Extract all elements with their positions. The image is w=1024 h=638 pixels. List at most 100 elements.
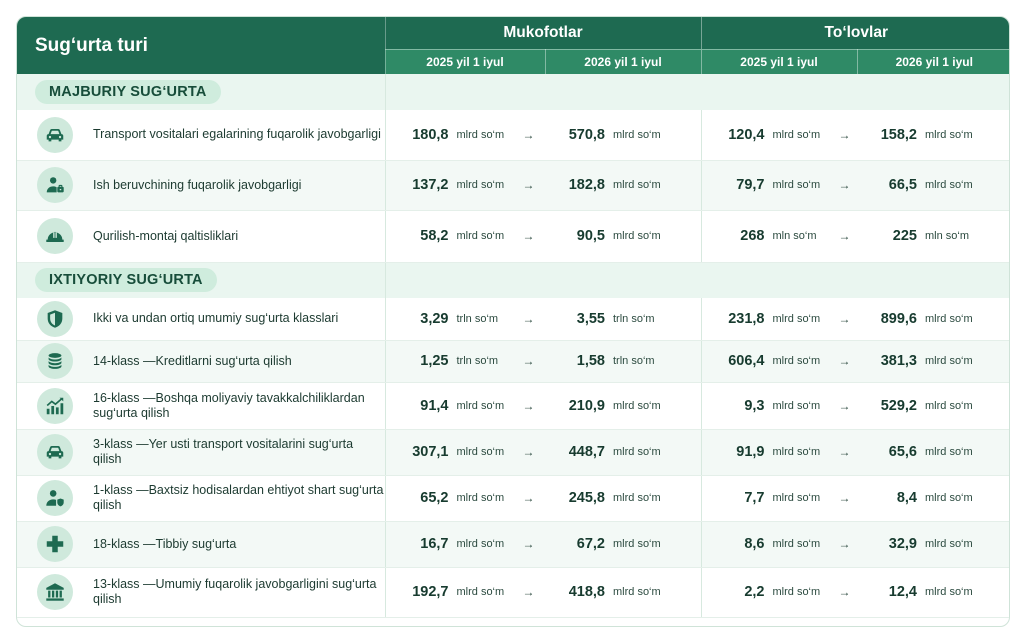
payment-2026-cell: 32,9 mlrd so‘m [857, 521, 1009, 568]
value-unit: mlrd so‘m [925, 446, 973, 458]
arrow-icon: → [838, 354, 851, 368]
table-row: 18-klass —Tibbiy sug‘urta 16,7 mlrd so‘m → 6… [17, 521, 1009, 568]
value-unit: mlrd so‘m [456, 128, 505, 141]
premium-2026-cell: 1,58 trln so‘m [545, 340, 701, 383]
insurance-type-name: Umumiy fuqarolik javobgarligini sug‘urta… [93, 577, 377, 606]
payment-2025-cell: 91,9 mlrd so‘m → [700, 429, 857, 476]
arrow-icon: → [522, 537, 535, 551]
value-number: 182,8 [568, 177, 605, 193]
medical-cross-icon [37, 526, 73, 562]
value-number: 245,8 [568, 490, 605, 506]
value-unit: mlrd so‘m [456, 399, 505, 412]
premium-2025-cell: 91,4 mlrd so‘m → [385, 382, 545, 430]
insurance-table-card: Sug‘urta turi Mukofotlar To‘lovlar 2025 … [16, 16, 1010, 627]
table-row: 14-klass —Kreditlarni sug‘urta qilish 1,2… [17, 340, 1009, 383]
value-number: 1,25 [420, 353, 449, 369]
payment-2026-cell: 529,2 mlrd so‘m [857, 382, 1009, 430]
value-unit: mlrd so‘m [613, 399, 661, 412]
value-unit: trln so‘m [613, 312, 655, 325]
table-row: 13-klass —Umumiy fuqarolik javobgarligin… [17, 567, 1009, 618]
value-unit: mlrd so‘m [772, 399, 821, 412]
payment-2025-cell: 120,4 mlrd so‘m → [700, 110, 857, 161]
value-unit: mlrd so‘m [456, 446, 505, 458]
value-number: 12,4 [888, 584, 917, 600]
premium-2026-cell: 67,2 mlrd so‘m [545, 521, 701, 568]
value-number: 307,1 [412, 444, 449, 460]
payment-2026-cell: 66,5 mlrd so‘m [857, 160, 1009, 211]
premium-2026-cell: 3,55 trln so‘m [545, 298, 701, 341]
growth-chart-icon [37, 387, 73, 424]
payment-2026-cell: 899,6 mlrd so‘m [857, 298, 1009, 341]
value-unit: trln so‘m [456, 312, 499, 325]
value-number: 210,9 [568, 397, 605, 414]
arrow-icon: → [838, 491, 851, 505]
arrow-icon: → [838, 585, 851, 599]
insurance-type-cell: 13-klass —Umumiy fuqarolik javobgarligin… [17, 567, 386, 618]
value-number: 418,8 [568, 584, 605, 600]
dash: — [136, 437, 149, 451]
value-number: 65,6 [888, 444, 917, 460]
table-row: Transport vositalari egalarining fuqarol… [17, 110, 1009, 161]
value-unit: mlrd so‘m [772, 355, 821, 367]
insurance-type-cell: Ish beruvchining fuqarolik javobgarligi [17, 160, 386, 211]
value-number: 9,3 [744, 397, 765, 414]
column-group-payments: To‘lovlar [700, 17, 1009, 50]
arrow-icon: → [522, 229, 535, 243]
table-row: 16-klass —Boshqa moliyaviy tavakkalchili… [17, 382, 1009, 430]
class-code: 18-klass — [93, 536, 156, 551]
value-number: 529,2 [880, 397, 917, 414]
value-unit: mln so‘m [925, 230, 970, 242]
value-number: 67,2 [576, 536, 605, 552]
payment-2025-cell: 9,3 mlrd so‘m → [700, 382, 857, 430]
arrow-icon: → [522, 491, 535, 505]
arrow-icon: → [838, 229, 851, 243]
value-number: 91,4 [420, 397, 449, 414]
premiums-date-2026: 2026 yil 1 iyul [544, 49, 701, 74]
insurance-type-cell: Qurilish-montaj qaltisliklari [17, 210, 386, 263]
employer-icon [37, 167, 73, 203]
payment-2025-cell: 231,8 mlrd so‘m → [700, 298, 857, 341]
value-number: 79,7 [736, 177, 765, 193]
payment-2026-cell: 8,4 mlrd so‘m [857, 475, 1009, 522]
value-number: 8,4 [896, 490, 917, 506]
premiums-date-2025: 2025 yil 1 iyul [385, 49, 545, 74]
value-unit: mlrd so‘m [772, 446, 821, 458]
insurance-type-name: Ish beruvchining fuqarolik javobgarligi [93, 177, 302, 192]
car-icon [37, 434, 73, 470]
value-number: 381,3 [880, 353, 917, 369]
bank-icon [37, 574, 73, 610]
value-unit: mlrd so‘m [772, 586, 821, 598]
value-number: 65,2 [420, 490, 449, 506]
value-number: 158,2 [880, 126, 917, 143]
dash: — [143, 353, 156, 368]
premium-2026-cell: 182,8 mlrd so‘m [545, 160, 701, 211]
premium-2025-cell: 65,2 mlrd so‘m → [385, 475, 545, 522]
premium-2025-cell: 192,7 mlrd so‘m → [385, 567, 545, 618]
value-unit: mlrd so‘m [772, 312, 821, 325]
class-code: 16-klass — [93, 390, 156, 405]
coins-icon [37, 343, 73, 379]
value-number: 448,7 [568, 444, 605, 460]
value-unit: mlrd so‘m [772, 128, 821, 141]
value-unit: mlrd so‘m [456, 230, 505, 242]
value-unit: mlrd so‘m [456, 179, 505, 191]
value-unit: trln so‘m [613, 355, 655, 367]
value-unit: mlrd so‘m [925, 538, 973, 550]
dash: — [143, 577, 156, 591]
value-unit: mlrd so‘m [925, 355, 973, 367]
table-row: 1-klass —Baxtsiz hodisalardan ehtiyot sh… [17, 475, 1009, 522]
value-unit: mln so‘m [772, 230, 817, 242]
table-row: 3-klass —Yer usti transport vositalarini… [17, 429, 1009, 476]
insurance-type-name: Kreditlarni sug‘urta qilish [155, 353, 292, 368]
payments-date-2025: 2025 yil 1 iyul [700, 49, 857, 74]
payment-2025-cell: 268 mln so‘m → [700, 210, 857, 263]
premium-2025-cell: 1,25 trln so‘m → [385, 340, 545, 383]
value-number: 180,8 [412, 126, 449, 143]
value-number: 192,7 [412, 584, 449, 600]
dash: — [143, 390, 156, 405]
payment-2026-cell: 65,6 mlrd so‘m [857, 429, 1009, 476]
value-unit: mlrd so‘m [772, 538, 821, 550]
value-unit: mlrd so‘m [613, 492, 661, 504]
value-number: 606,4 [728, 353, 765, 369]
value-unit: mlrd so‘m [613, 179, 661, 191]
